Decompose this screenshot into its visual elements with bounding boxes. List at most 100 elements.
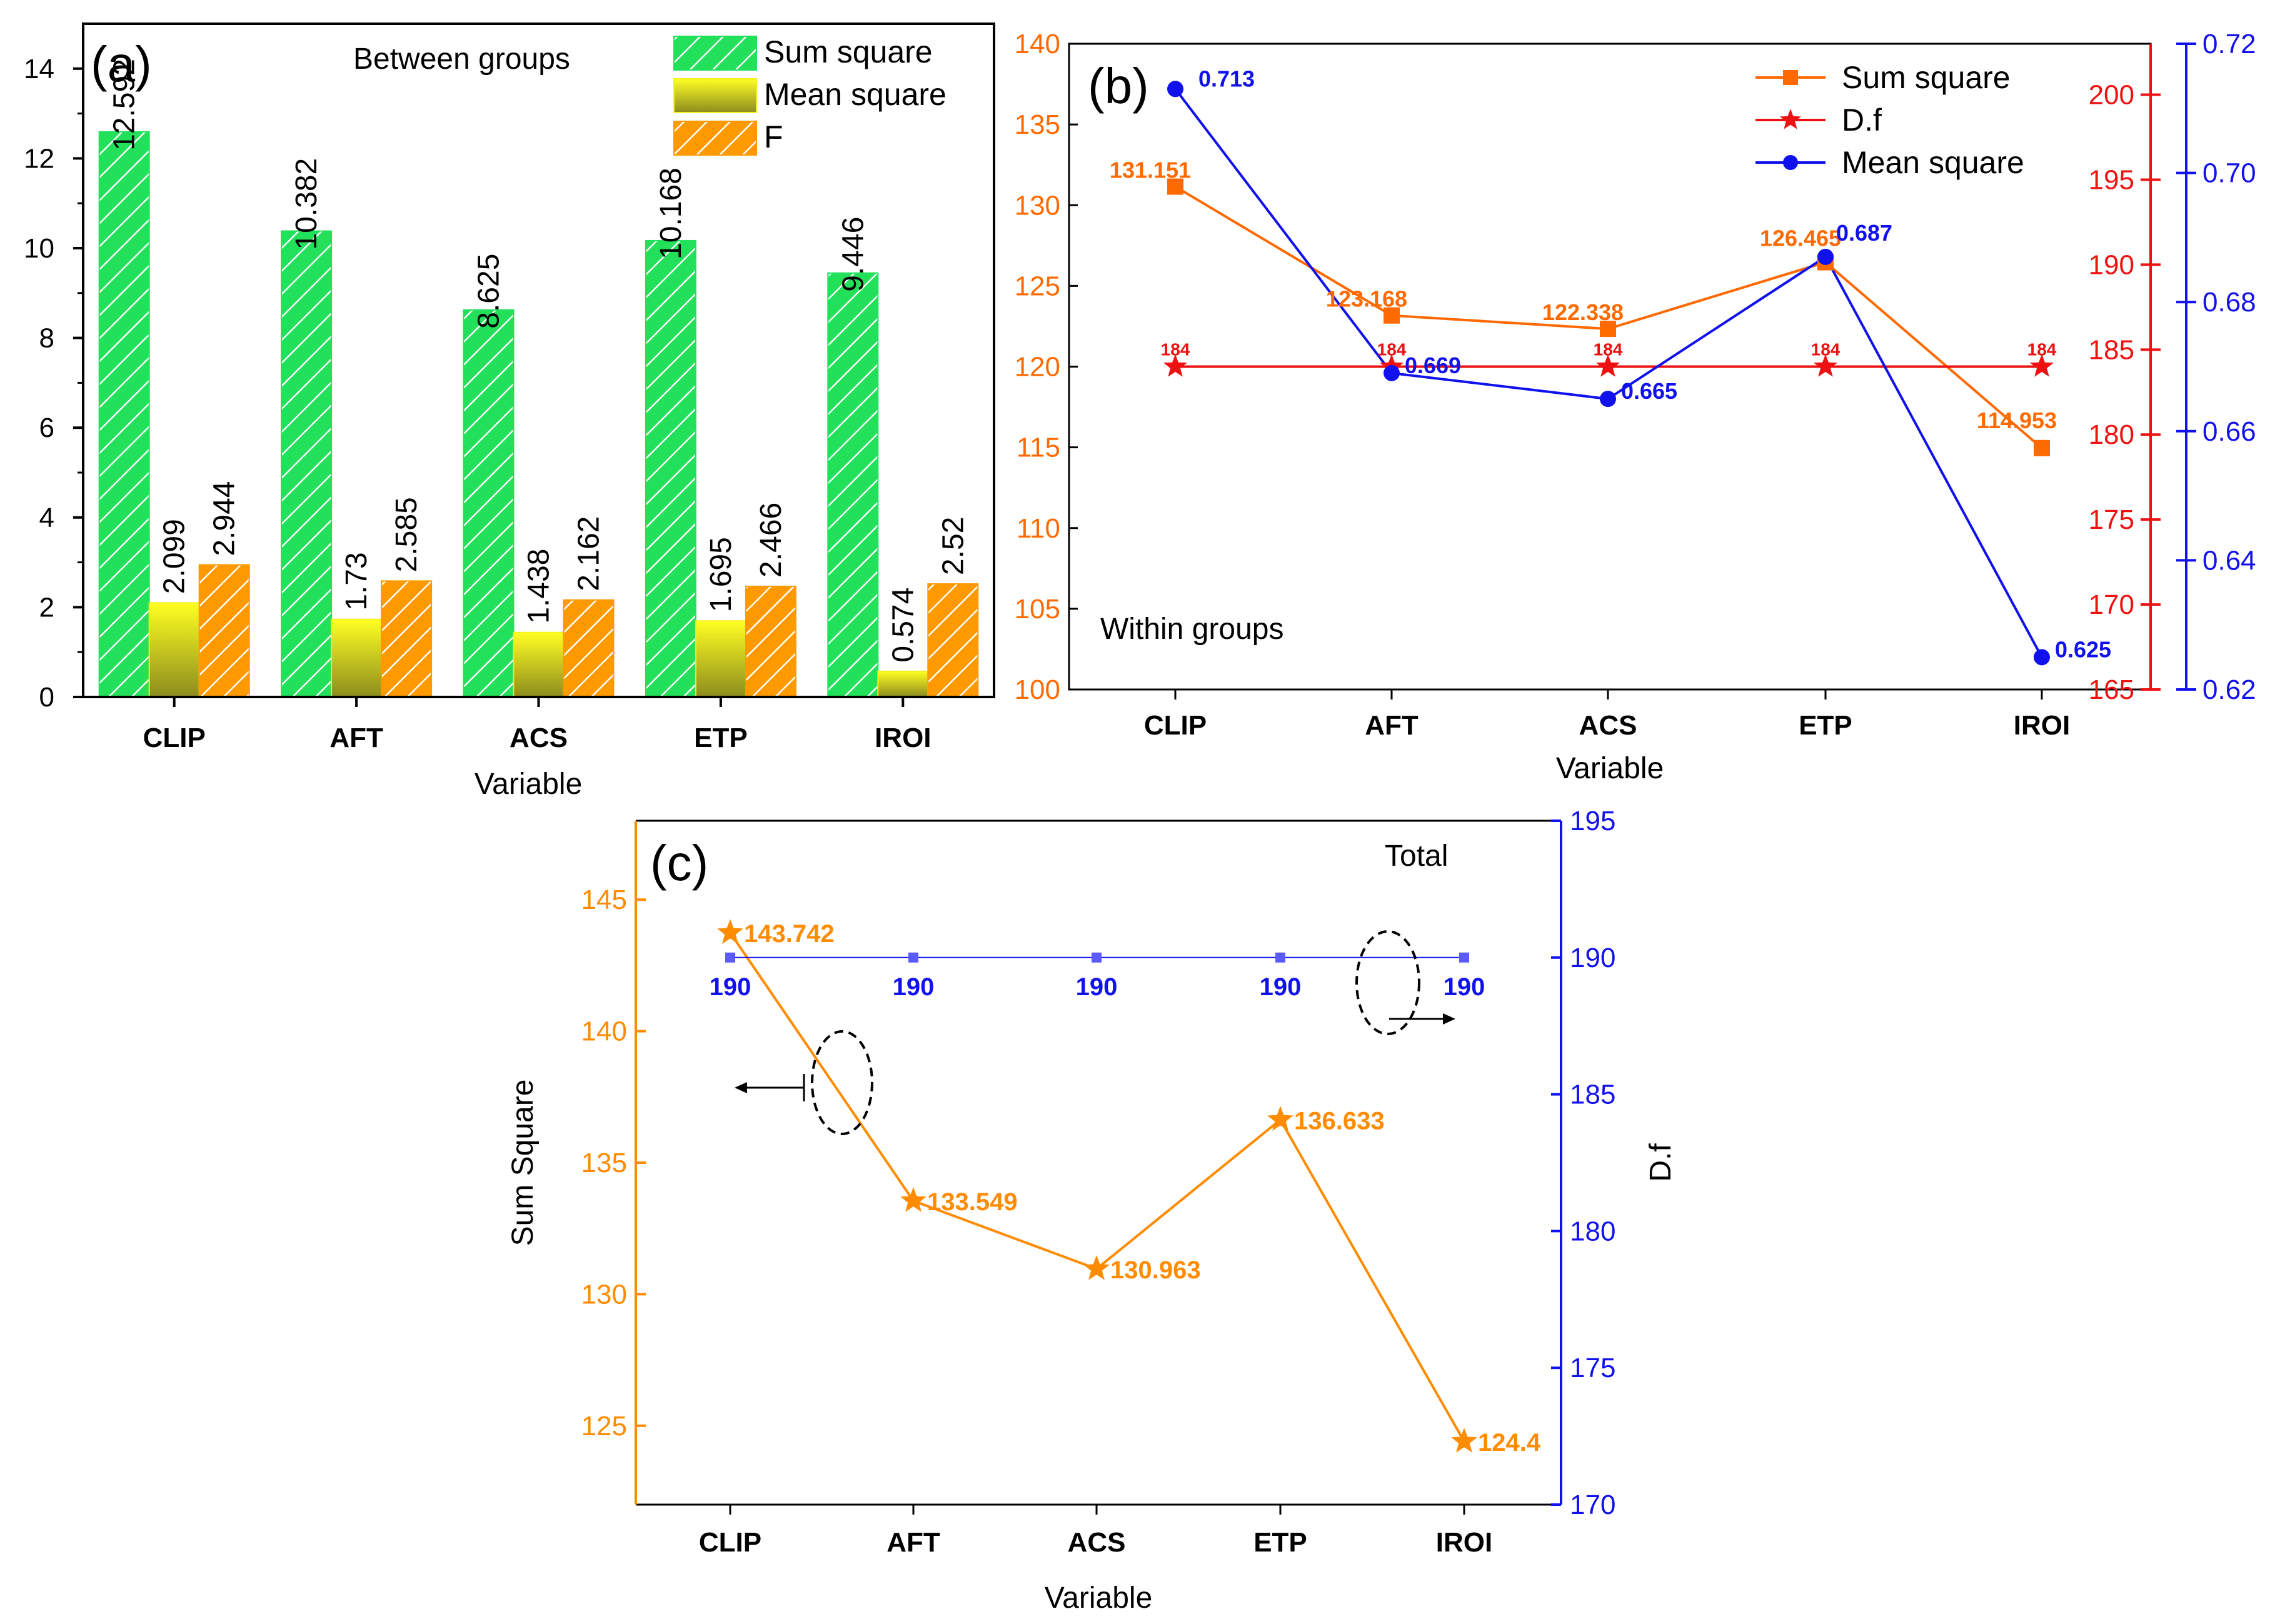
y-tick-label: 130 bbox=[1015, 190, 1060, 221]
x-tick-label: IROI bbox=[2014, 710, 2070, 741]
panel-c-x-ticks: CLIP AFT ACS ETP IROI bbox=[699, 1505, 1492, 1558]
x-tick-label: CLIP bbox=[699, 1527, 761, 1558]
legend-label: Sum square bbox=[764, 34, 933, 69]
x-tick-label: ACS bbox=[1068, 1527, 1126, 1558]
panel-b-tag: (b) bbox=[1088, 58, 1149, 114]
panel-b-markers bbox=[1163, 81, 2054, 666]
series-line-sum-square bbox=[729, 932, 1465, 1443]
bar-value-label: 8.625 bbox=[473, 254, 506, 329]
panel-c-right-axis-label: D.f bbox=[1644, 1143, 1677, 1182]
legend-label: Mean square bbox=[1842, 145, 2024, 180]
data-label: 130.963 bbox=[1110, 1256, 1201, 1284]
x-tick-label: ACS bbox=[1579, 710, 1637, 741]
bar-value-label: 1.73 bbox=[340, 552, 373, 610]
y-tick-label: 140 bbox=[1015, 29, 1060, 59]
sum-square-callout-ellipse bbox=[811, 1030, 873, 1135]
y-tick-label: 120 bbox=[1015, 352, 1060, 383]
bar-sum-square bbox=[645, 239, 696, 698]
x-tick-label: ACS bbox=[510, 723, 568, 753]
panel-c-x-axis-label: Variable bbox=[1045, 1581, 1153, 1615]
data-point-marker bbox=[1459, 952, 1469, 963]
x-tick-label: ETP bbox=[1253, 1527, 1307, 1558]
bar-f bbox=[745, 585, 796, 698]
bar-value-label: 12.592 bbox=[108, 59, 141, 151]
bar-value-label: 2.585 bbox=[390, 497, 423, 572]
bar-value-label: 0.574 bbox=[886, 588, 920, 663]
y-tick-label: 135 bbox=[581, 1148, 627, 1178]
panel-c-annotation: Total bbox=[1385, 840, 1448, 873]
y-tick-label: 110 bbox=[1017, 513, 1060, 544]
data-label: 131.151 bbox=[1110, 158, 1191, 183]
bar-f bbox=[563, 599, 615, 698]
data-label: 124.4 bbox=[1478, 1429, 1541, 1456]
data-point-marker bbox=[717, 919, 743, 944]
right-tick-label: 0.64 bbox=[2202, 545, 2256, 576]
data-point-marker bbox=[1275, 952, 1285, 963]
data-point-marker bbox=[2034, 439, 2050, 456]
x-tick-label: ETP bbox=[1799, 710, 1852, 741]
legend-label: Sum square bbox=[1842, 60, 2011, 95]
y-tick-label: 130 bbox=[581, 1279, 627, 1310]
data-point-marker bbox=[1817, 248, 1834, 265]
panel-c-value-labels: 143.742 133.549 130.963 136.633 124.4 190 190 1… bbox=[710, 920, 1541, 1456]
data-label: 133.549 bbox=[927, 1188, 1018, 1216]
data-point-marker bbox=[1092, 952, 1102, 963]
panel-a: 12.592 2.099 2.944 10.382 1.73 2.585 8.625 1.43… bbox=[24, 23, 995, 801]
right-tick-label: 0.66 bbox=[2202, 416, 2256, 447]
bar-sum-square bbox=[281, 230, 333, 698]
y-tick-label: 8 bbox=[39, 323, 54, 354]
data-label: 190 bbox=[893, 973, 935, 1001]
panel-c-markers bbox=[717, 919, 1477, 1453]
data-point-marker bbox=[2030, 354, 2054, 377]
data-label: 0.625 bbox=[2055, 636, 2111, 662]
y-tick-label: 115 bbox=[1017, 433, 1060, 463]
bar-mean-square bbox=[695, 620, 746, 698]
data-label: 190 bbox=[1444, 973, 1485, 1001]
legend-marker bbox=[1779, 109, 1802, 129]
panel-b-x-ticks: CLIP AFT ACS ETP IROI bbox=[1144, 689, 2070, 741]
data-point-marker bbox=[1083, 1255, 1110, 1280]
data-label: 123.168 bbox=[1326, 286, 1407, 312]
data-point-marker bbox=[1600, 321, 1616, 338]
right-tick-label: 170 bbox=[2089, 589, 2134, 620]
x-tick-label: CLIP bbox=[143, 723, 206, 753]
panel-a-tag: (a) bbox=[91, 36, 152, 92]
y-tick-label: 100 bbox=[1015, 674, 1060, 705]
data-label: 143.742 bbox=[744, 920, 835, 948]
bar-value-label: 9.446 bbox=[836, 217, 870, 292]
y-tick-label: 0 bbox=[39, 682, 54, 713]
bar-f bbox=[198, 564, 250, 698]
right-tick-label: 195 bbox=[2089, 164, 2134, 195]
legend-label: F bbox=[764, 119, 783, 154]
panel-a-y-ticks: 0 2 4 6 8 10 12 14 bbox=[24, 54, 83, 713]
right-tick-label: 190 bbox=[1570, 943, 1615, 973]
data-point-marker bbox=[1451, 1428, 1477, 1453]
data-label: 0.669 bbox=[1405, 353, 1461, 378]
data-point-marker bbox=[1163, 354, 1187, 377]
right-tick-label: 170 bbox=[1570, 1490, 1615, 1520]
data-label: 184 bbox=[2027, 340, 2057, 359]
right-tick-label: 0.68 bbox=[2202, 287, 2256, 318]
panel-a-x-ticks: CLIP AFT ACS ETP IROI bbox=[143, 697, 932, 753]
x-tick-label: CLIP bbox=[1144, 710, 1207, 741]
panel-b-legend: Sum square D.f Mean square bbox=[1755, 60, 2024, 180]
right-tick-label: 195 bbox=[1570, 806, 1615, 836]
data-point-marker bbox=[1267, 1106, 1293, 1131]
bar-f bbox=[381, 580, 433, 698]
right-tick-label: 180 bbox=[1570, 1216, 1615, 1246]
y-tick-label: 125 bbox=[1015, 271, 1060, 301]
bar-value-label: 10.382 bbox=[290, 158, 323, 250]
x-tick-label: AFT bbox=[329, 723, 383, 753]
legend-label: D.f bbox=[1842, 103, 1882, 138]
data-point-marker bbox=[1596, 354, 1620, 377]
x-tick-label: IROI bbox=[875, 723, 931, 753]
y-tick-label: 6 bbox=[39, 413, 54, 443]
data-label: 190 bbox=[710, 973, 751, 1001]
bar-value-label: 1.438 bbox=[523, 549, 556, 624]
data-label: 126.465 bbox=[1760, 226, 1841, 251]
data-label: 136.633 bbox=[1294, 1107, 1385, 1135]
y-tick-label: 105 bbox=[1015, 594, 1060, 624]
legend-swatch bbox=[673, 36, 757, 71]
right-tick-label: 0.62 bbox=[2202, 674, 2256, 705]
